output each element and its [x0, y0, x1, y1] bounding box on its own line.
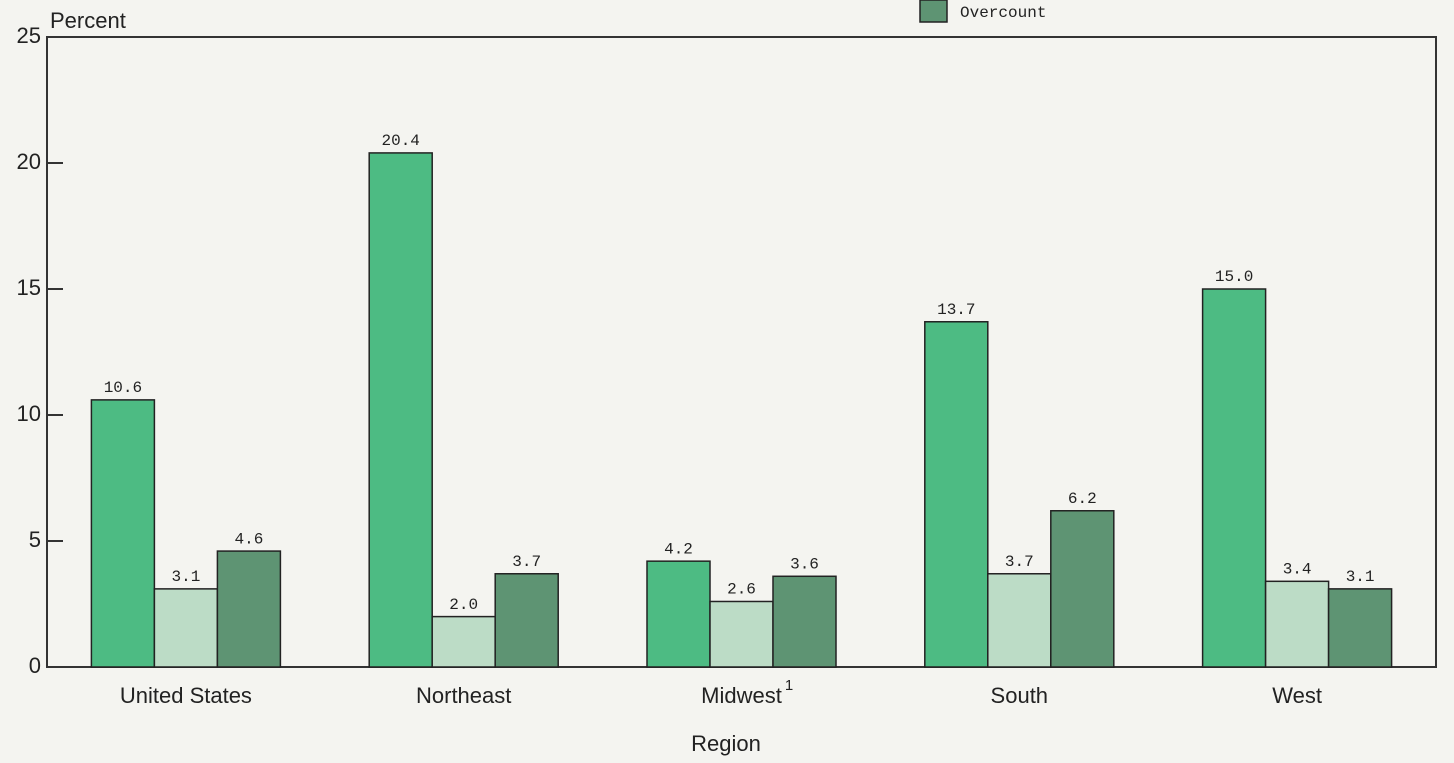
value-label: 4.6 [234, 530, 263, 548]
bar [924, 321, 989, 668]
bar [1050, 510, 1115, 668]
value-label: 20.4 [381, 132, 419, 150]
bar [1264, 580, 1330, 668]
value-label: 3.7 [512, 553, 541, 571]
value-label: 3.6 [790, 555, 819, 573]
value-label: 3.1 [171, 568, 200, 586]
bar [772, 575, 837, 668]
footnote-marker: 1 [785, 677, 793, 694]
x-tick-label: South [991, 683, 1049, 708]
bar [494, 573, 559, 668]
x-tick-label: United States [120, 683, 252, 708]
bar [987, 573, 1052, 668]
y-tick-label: 15 [17, 275, 41, 300]
y-tick-label: 25 [17, 23, 41, 48]
value-label: 2.0 [449, 596, 478, 614]
y-tick-label: 5 [29, 527, 41, 552]
x-tick-label: Northeast [416, 683, 511, 708]
bar [1201, 288, 1267, 668]
x-tick-label: West [1272, 683, 1322, 708]
x-axis-label: Region [691, 731, 761, 756]
bar [153, 588, 219, 668]
y-axis-label: Percent [50, 8, 126, 33]
legend-swatch [919, 0, 948, 23]
x-tick-label: Midwest [701, 683, 782, 708]
bar [90, 399, 156, 668]
y-tick-label: 20 [17, 149, 41, 174]
bar [709, 600, 774, 668]
value-label: 13.7 [937, 301, 975, 319]
value-label: 6.2 [1068, 490, 1097, 508]
legend-label: Overcount [960, 4, 1046, 22]
value-label: 2.6 [727, 581, 756, 599]
bar [368, 152, 433, 668]
bar [216, 550, 282, 668]
value-label: 15.0 [1215, 268, 1253, 286]
bar [646, 560, 711, 668]
y-tick-label: 10 [17, 401, 41, 426]
bar [431, 615, 496, 668]
bar [1327, 588, 1393, 668]
y-tick-label: 0 [29, 653, 41, 678]
value-label: 10.6 [104, 379, 142, 397]
value-label: 3.4 [1283, 561, 1312, 579]
value-label: 3.7 [1005, 553, 1034, 571]
value-label: 3.1 [1346, 568, 1375, 586]
value-label: 4.2 [664, 540, 693, 558]
